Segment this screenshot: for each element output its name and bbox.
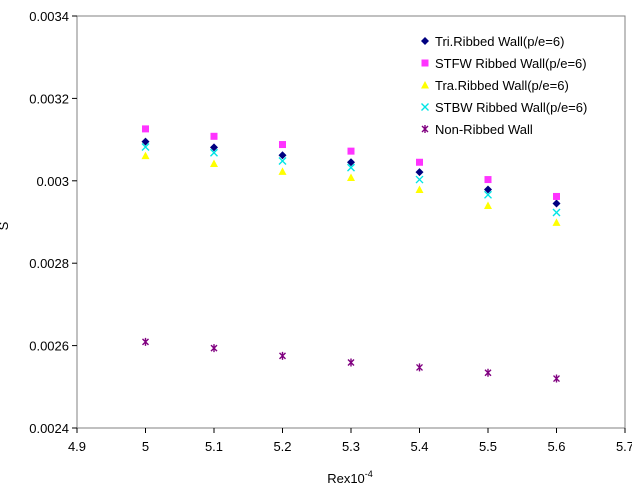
data-point-series-1 <box>484 185 492 194</box>
y-tick-label: 0.0026 <box>29 339 69 354</box>
data-point-series-4 <box>415 175 424 184</box>
data-point-series-1 <box>415 168 424 177</box>
data-points <box>141 125 561 383</box>
data-point-series-3 <box>347 173 355 182</box>
legend-label: Non-Ribbed Wall <box>435 122 533 137</box>
data-point-series-2 <box>416 158 423 166</box>
x-tick-label: 5.1 <box>205 439 223 454</box>
data-point-series-2 <box>347 147 355 155</box>
data-point-series-3 <box>552 218 561 226</box>
legend-label: Tri.Ribbed Wall(p/e=6) <box>435 34 564 49</box>
x-tick-label: 5.3 <box>342 439 360 454</box>
data-point-series-5 <box>416 363 423 372</box>
x-axis-title: Rex10-4 <box>327 469 373 486</box>
legend-marker <box>421 103 429 111</box>
x-tick-label: 5.5 <box>479 439 497 454</box>
legend-label: STFW Ribbed Wall(p/e=6) <box>435 56 587 71</box>
data-point-series-1 <box>141 137 150 146</box>
x-tick-label: 5.7 <box>616 439 632 454</box>
data-point-series-1 <box>347 158 355 167</box>
data-point-series-2 <box>279 141 286 149</box>
data-point-series-3 <box>278 167 287 175</box>
x-tick-label: 5.4 <box>410 439 428 454</box>
data-point-series-4 <box>484 190 492 199</box>
data-point-series-3 <box>210 159 218 167</box>
data-point-series-5 <box>279 351 286 360</box>
data-point-series-3 <box>415 185 424 193</box>
data-point-series-3 <box>141 151 150 160</box>
legend-label: Tra.Ribbed Wall(p/e=6) <box>435 78 569 93</box>
x-tick-label: 5.6 <box>547 439 565 454</box>
data-point-series-1 <box>278 151 287 160</box>
y-axis-title: S <box>0 221 11 230</box>
y-tick-label: 0.003 <box>36 174 69 189</box>
legend-marker <box>421 37 429 45</box>
data-point-series-4 <box>347 163 355 172</box>
y-tick-label: 0.0032 <box>29 91 69 106</box>
y-tick-label: 0.0028 <box>29 256 69 271</box>
x-tick-label: 4.9 <box>68 439 86 454</box>
data-point-series-2 <box>142 125 149 133</box>
legend-marker <box>421 125 429 133</box>
x-tick-label: 5 <box>142 439 149 454</box>
legend: Tri.Ribbed Wall(p/e=6) STFW Ribbed Wall(p… <box>421 34 587 137</box>
legend-label: STBW Ribbed Wall(p/e=6) <box>435 100 587 115</box>
legend-marker <box>421 81 429 89</box>
y-tick-label: 0.0034 <box>29 9 69 24</box>
data-point-series-2 <box>484 176 492 184</box>
x-axis-title-superscript: -4 <box>365 469 373 479</box>
data-point-series-3 <box>484 201 492 210</box>
data-point-series-5 <box>210 344 218 353</box>
y-axis: 0.0024 0.0026 0.0028 0.003 0.0032 0.0034 <box>29 9 77 436</box>
data-point-series-4 <box>552 208 561 217</box>
y-tick-label: 0.0024 <box>29 421 69 436</box>
data-point-series-5 <box>347 358 355 367</box>
data-point-series-1 <box>552 199 561 208</box>
data-point-series-4 <box>278 157 287 166</box>
data-point-series-5 <box>553 374 560 383</box>
data-point-series-2 <box>210 132 218 140</box>
x-tick-label: 5.2 <box>273 439 291 454</box>
x-axis-title-base: Rex10 <box>327 471 365 486</box>
data-point-series-5 <box>142 337 149 346</box>
data-point-series-1 <box>210 143 218 152</box>
data-point-series-5 <box>484 368 492 377</box>
data-point-series-2 <box>553 192 560 200</box>
data-point-series-4 <box>141 143 150 152</box>
legend-marker <box>421 59 429 67</box>
data-point-series-4 <box>210 148 218 157</box>
x-axis: 4.9 5 5.1 5.2 5.3 5.4 5.5 5.6 5.7 <box>68 428 632 454</box>
